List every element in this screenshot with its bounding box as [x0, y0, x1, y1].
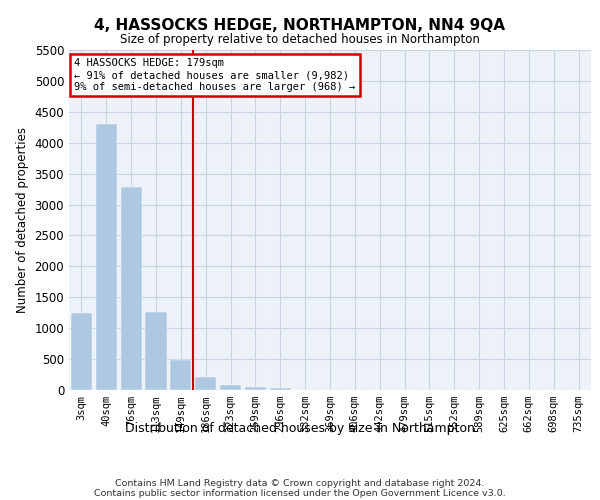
Bar — [96, 124, 117, 390]
Bar — [145, 312, 167, 390]
Bar — [220, 384, 241, 390]
Bar — [170, 360, 191, 390]
Text: 4 HASSOCKS HEDGE: 179sqm
← 91% of detached houses are smaller (9,982)
9% of semi: 4 HASSOCKS HEDGE: 179sqm ← 91% of detach… — [74, 58, 355, 92]
Text: 4, HASSOCKS HEDGE, NORTHAMPTON, NN4 9QA: 4, HASSOCKS HEDGE, NORTHAMPTON, NN4 9QA — [95, 18, 505, 32]
Text: Size of property relative to detached houses in Northampton: Size of property relative to detached ho… — [120, 32, 480, 46]
Bar — [270, 388, 291, 390]
Bar — [71, 314, 92, 390]
Bar — [195, 378, 216, 390]
Bar — [245, 387, 266, 390]
Text: Contains public sector information licensed under the Open Government Licence v3: Contains public sector information licen… — [94, 488, 506, 498]
Text: Distribution of detached houses by size in Northampton: Distribution of detached houses by size … — [125, 422, 475, 435]
Y-axis label: Number of detached properties: Number of detached properties — [16, 127, 29, 313]
Bar — [121, 187, 142, 390]
Text: Contains HM Land Registry data © Crown copyright and database right 2024.: Contains HM Land Registry data © Crown c… — [115, 478, 485, 488]
